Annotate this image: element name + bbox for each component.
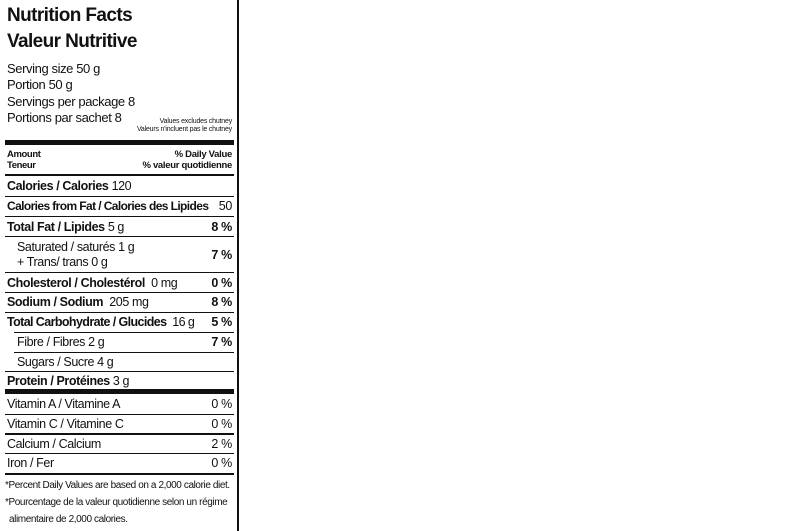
- divider: [5, 272, 234, 273]
- vitamin-c-row: Vitamin C / Vitamine C: [7, 417, 124, 431]
- sodium-dv: 8 %: [211, 295, 232, 309]
- title-fr: Valeur Nutritive: [7, 31, 137, 52]
- calories-row: Calories / Calories 120: [7, 179, 132, 193]
- divider: [14, 332, 234, 333]
- portions-par-sachet: Portions par sachet 8: [7, 110, 122, 125]
- cholesterol-row: Cholesterol / Cholestérol 0 mg: [7, 276, 178, 290]
- divider: [5, 216, 234, 217]
- divider: [5, 312, 234, 313]
- iron-row: Iron / Fer: [7, 456, 54, 470]
- saturated-row: Saturated / saturés 1 g: [17, 240, 135, 254]
- vq-header: % valeur quotidienne: [142, 160, 232, 171]
- divider: [5, 389, 234, 394]
- teneur-header: Teneur: [7, 160, 36, 171]
- iron-dv: 0 %: [211, 456, 232, 470]
- calcium-row: Calcium / Calcium: [7, 437, 101, 451]
- vitamin-a-dv: 0 %: [211, 397, 232, 411]
- servings-per-package: Servings per package 8: [7, 94, 135, 109]
- nutrition-facts-label: Nutrition Facts Valeur Nutritive Serving…: [0, 0, 239, 531]
- trans-row: + Trans/ trans 0 g: [17, 255, 108, 269]
- total-fat-row: Total Fat / Lipides 5 g: [7, 220, 124, 234]
- divider: [14, 352, 234, 353]
- footnote-en: *Percent Daily Values are based on a 2,0…: [5, 480, 230, 491]
- footnote-fr-cont: alimentaire de 2,000 calories.: [9, 514, 128, 525]
- sodium-row: Sodium / Sodium 205 mg: [7, 295, 149, 309]
- calories-from-fat-value: 50: [218, 199, 233, 213]
- divider: [5, 371, 234, 372]
- carbohydrate-dv: 5 %: [211, 315, 232, 329]
- footnote-fr: *Pourcentage de la valeur quotidienne se…: [5, 497, 228, 508]
- divider: [5, 453, 234, 454]
- total-fat-dv: 8 %: [211, 220, 232, 234]
- divider: [5, 174, 234, 176]
- sugars-row: Sugars / Sucre 4 g: [17, 355, 114, 369]
- amount-header: Amount: [7, 149, 41, 160]
- note-fr: Valeurs n'incluent pas le chutney: [136, 126, 232, 133]
- divider: [5, 473, 234, 475]
- vitamin-c-dv: 0 %: [211, 417, 232, 431]
- divider: [5, 414, 234, 415]
- carbohydrate-row: Total Carbohydrate / Glucides 16 g: [7, 315, 195, 329]
- note-en: Values excludes chutney: [159, 118, 233, 125]
- protein-row: Protein / Protéines 3 g: [7, 374, 130, 388]
- divider: [5, 196, 234, 197]
- dv-header: % Daily Value: [174, 149, 233, 160]
- divider: [5, 236, 234, 237]
- calories-from-fat-row: Calories from Fat / Calories des Lipides: [7, 199, 209, 213]
- title-en: Nutrition Facts: [7, 5, 133, 26]
- vitamin-a-row: Vitamin A / Vitamine A: [7, 397, 121, 411]
- saturated-trans-dv: 7 %: [211, 248, 232, 262]
- fibre-dv: 7 %: [211, 335, 232, 349]
- cholesterol-dv: 0 %: [211, 276, 232, 290]
- fibre-row: Fibre / Fibres 2 g: [17, 335, 105, 349]
- divider: [5, 433, 234, 435]
- portion: Portion 50 g: [7, 77, 73, 92]
- calcium-dv: 2 %: [211, 437, 232, 451]
- divider: [5, 292, 234, 293]
- divider: [5, 140, 234, 145]
- serving-size: Serving size 50 g: [7, 61, 100, 76]
